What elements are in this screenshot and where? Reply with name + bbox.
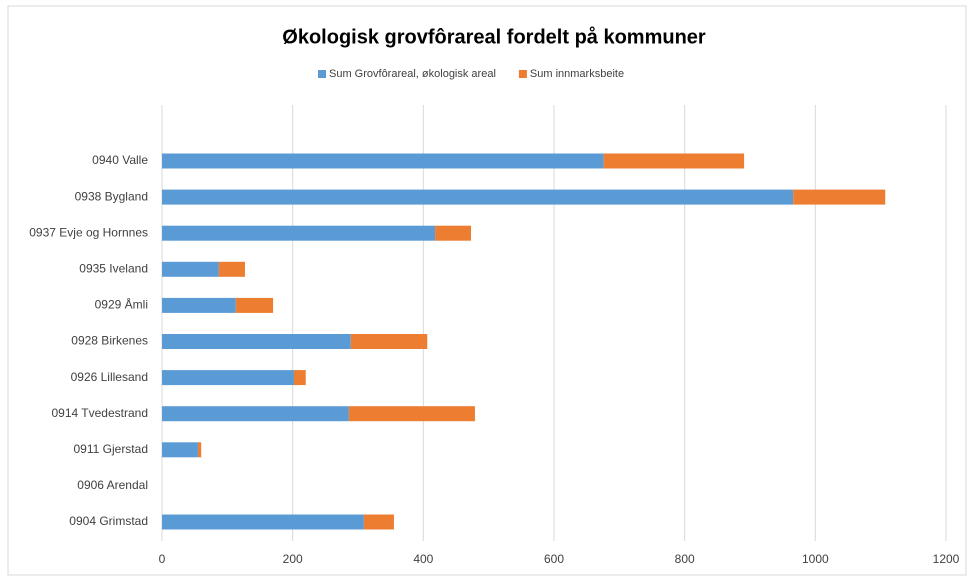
- bar: [162, 153, 604, 169]
- bar: [162, 406, 349, 422]
- bar: [293, 370, 306, 386]
- x-tick-label: 200: [283, 552, 303, 566]
- y-tick-label: 0929 Åmli: [95, 297, 148, 312]
- legend-swatch: [318, 70, 326, 78]
- bar: [603, 153, 745, 169]
- bar: [162, 225, 436, 241]
- bar: [162, 189, 794, 205]
- bar: [350, 334, 428, 349]
- x-tick-label: 1000: [802, 552, 829, 566]
- bar: [197, 442, 202, 458]
- x-tick-label: 600: [544, 552, 564, 566]
- bar: [162, 261, 219, 277]
- bar: [348, 406, 475, 422]
- legend-swatch: [518, 70, 527, 78]
- bar: [235, 297, 274, 313]
- y-tick-label: 0904 Grimstad: [69, 514, 148, 528]
- y-tick-label: 0914 Tvedestrand: [51, 406, 148, 420]
- x-tick-label: 0: [159, 552, 166, 566]
- bar: [218, 261, 245, 277]
- bar: [162, 442, 198, 458]
- legend-label: Sum Grovfôrareal, økologisk areal: [329, 68, 496, 80]
- legend-label: Sum innmarksbeite: [530, 68, 624, 80]
- y-tick-label: 0911 Gjerstad: [74, 442, 149, 456]
- bar: [793, 189, 886, 205]
- y-tick-label: 0938 Bygland: [75, 189, 148, 203]
- bar: [162, 297, 236, 313]
- y-tick-label: 0926 Lillesand: [71, 370, 148, 384]
- y-tick-label: 0928 Birkenes: [71, 334, 148, 348]
- bar: [162, 370, 294, 386]
- x-tick-label: 400: [413, 552, 433, 566]
- x-tick-label: 800: [675, 552, 695, 566]
- bar: [435, 225, 472, 241]
- x-tick-label: 1200: [933, 552, 960, 566]
- y-tick-label: 0940 Valle: [92, 153, 148, 167]
- chart-title: Økologisk grovfôrareal fordelt på kommun…: [282, 25, 706, 48]
- bar: [162, 334, 351, 349]
- y-tick-label: 0906 Arendal: [77, 478, 148, 492]
- bar: [162, 514, 364, 530]
- y-tick-label: 0935 Iveland: [79, 261, 148, 275]
- chart-frame: [7, 5, 967, 576]
- bar: [363, 514, 394, 530]
- y-tick-label: 0937 Evje og Hornnes: [29, 225, 148, 239]
